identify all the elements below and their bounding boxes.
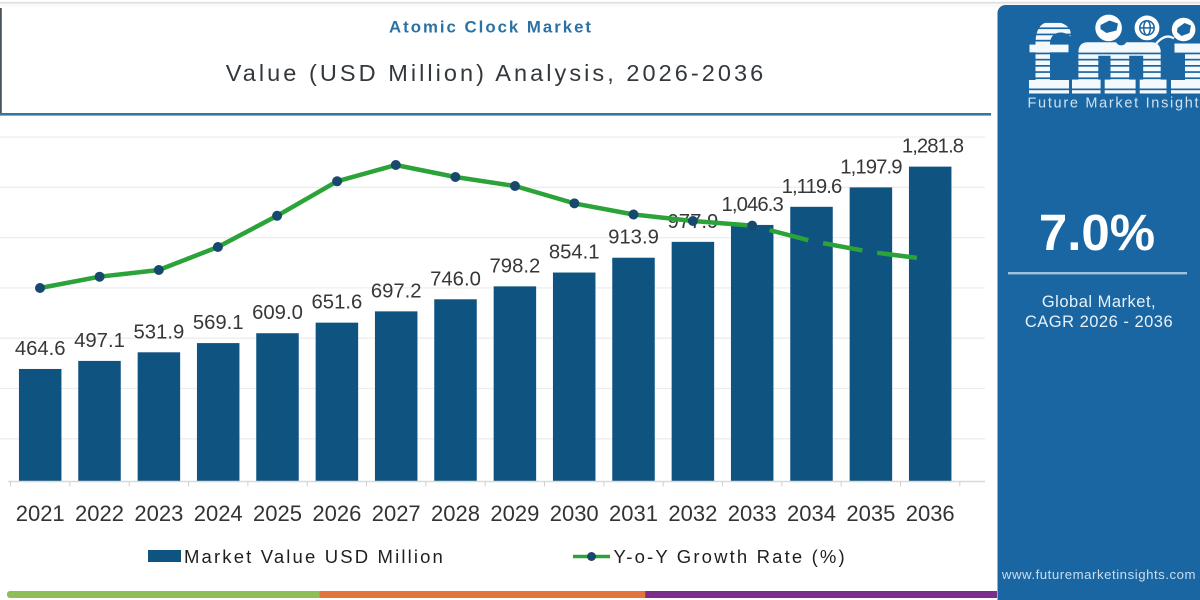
svg-text:464.6: 464.6 (15, 338, 66, 360)
svg-text:1,281.8: 1,281.8 (902, 136, 964, 158)
svg-text:913.9: 913.9 (608, 227, 659, 249)
svg-text:2028: 2028 (431, 501, 480, 526)
svg-text:Market Value USD Million: Market Value USD Million (184, 546, 445, 567)
svg-text:746.0: 746.0 (430, 268, 481, 290)
svg-text:2025: 2025 (253, 501, 302, 526)
svg-text:651.6: 651.6 (312, 292, 363, 314)
svg-text:2024: 2024 (194, 501, 243, 526)
svg-text:2035: 2035 (846, 501, 895, 526)
svg-text:2023: 2023 (134, 501, 183, 526)
svg-text:2027: 2027 (372, 501, 421, 526)
svg-text:Global Market,: Global Market, (1042, 293, 1156, 311)
svg-text:798.2: 798.2 (490, 255, 541, 277)
svg-text:531.9: 531.9 (134, 321, 185, 343)
svg-text:497.1: 497.1 (74, 330, 125, 352)
svg-text:Value (USD Million) Analysis,: Value (USD Million) Analysis, 2026-2036 (226, 60, 766, 86)
svg-text:2022: 2022 (75, 501, 124, 526)
svg-text:2032: 2032 (668, 501, 717, 526)
svg-text:2026: 2026 (312, 501, 361, 526)
svg-text:7.0%: 7.0% (1039, 204, 1155, 261)
svg-text:2021: 2021 (16, 501, 65, 526)
svg-text:2031: 2031 (609, 501, 658, 526)
svg-text:609.0: 609.0 (252, 302, 303, 324)
svg-text:2029: 2029 (490, 501, 539, 526)
svg-text:569.1: 569.1 (193, 312, 244, 334)
svg-text:2033: 2033 (728, 501, 777, 526)
svg-text:1,197.9: 1,197.9 (840, 156, 902, 178)
svg-text:www.futuremarketinsights.com: www.futuremarketinsights.com (1001, 567, 1196, 582)
svg-text:697.2: 697.2 (371, 280, 422, 302)
svg-text:Future Market Insights: Future Market Insights (1028, 96, 1200, 112)
svg-text:2034: 2034 (787, 501, 836, 526)
svg-text:CAGR 2026 - 2036: CAGR 2026 - 2036 (1025, 313, 1173, 331)
svg-text:1,119.6: 1,119.6 (782, 176, 842, 198)
svg-text:854.1: 854.1 (549, 242, 600, 264)
svg-text:Atomic Clock Market: Atomic Clock Market (389, 17, 593, 36)
svg-text:2036: 2036 (906, 501, 955, 526)
svg-text:1,046.3: 1,046.3 (722, 194, 784, 216)
svg-text:Y-o-Y Growth Rate (%): Y-o-Y Growth Rate (%) (614, 546, 847, 567)
svg-text:2030: 2030 (550, 501, 599, 526)
